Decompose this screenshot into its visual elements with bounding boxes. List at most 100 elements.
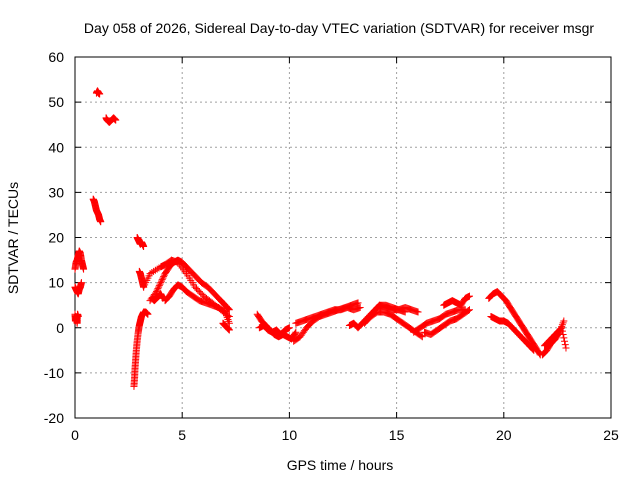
data-point bbox=[151, 289, 159, 297]
data-point bbox=[156, 280, 164, 288]
x-tick-label: 20 bbox=[496, 427, 512, 443]
data-point bbox=[155, 283, 163, 291]
data-point bbox=[148, 268, 156, 276]
data-point bbox=[559, 331, 567, 339]
data-point bbox=[561, 337, 569, 345]
series-arc-early-high bbox=[71, 247, 88, 273]
data-point bbox=[144, 310, 152, 318]
data-point bbox=[153, 265, 161, 273]
x-tick-label: 15 bbox=[389, 427, 405, 443]
series-arc-drop bbox=[130, 308, 152, 390]
data-point bbox=[197, 289, 205, 297]
y-axis-ticks: -20 -10 0 10 20 30 40 50 60 bbox=[44, 49, 611, 426]
x-axis-label: GPS time / hours bbox=[287, 457, 394, 473]
data-point bbox=[191, 283, 199, 291]
data-point bbox=[285, 324, 293, 332]
y-tick-label: 50 bbox=[48, 94, 64, 110]
y-axis-label: SDTVAR / TECUs bbox=[5, 182, 21, 294]
data-point bbox=[74, 312, 82, 320]
data-point bbox=[152, 288, 160, 296]
data-point bbox=[157, 277, 165, 285]
data-point bbox=[146, 270, 154, 278]
data-point bbox=[465, 292, 473, 300]
y-tick-label: 30 bbox=[48, 184, 64, 200]
y-tick-label: 40 bbox=[48, 139, 64, 155]
data-point bbox=[154, 285, 162, 293]
data-point bbox=[225, 326, 233, 334]
series-arc-early-low bbox=[71, 310, 82, 327]
data-point bbox=[562, 344, 570, 352]
data-point bbox=[291, 329, 299, 337]
series-arc-hump-tail bbox=[219, 319, 233, 334]
data-point bbox=[158, 276, 166, 284]
series-arc-22-23-b bbox=[541, 324, 570, 352]
series-arc-11-13-b bbox=[292, 303, 364, 327]
data-point bbox=[97, 218, 105, 226]
data-point bbox=[224, 304, 232, 312]
series-arc-16-18-b bbox=[420, 306, 473, 339]
data-point bbox=[418, 333, 426, 341]
series-arc-9-11-b bbox=[255, 321, 293, 339]
data-point bbox=[225, 305, 233, 313]
y-tick-label: 20 bbox=[48, 230, 64, 246]
data-point bbox=[155, 282, 163, 290]
data-point bbox=[192, 285, 200, 293]
series-arc-early-mid bbox=[71, 279, 85, 298]
data-point bbox=[558, 324, 566, 332]
data-point bbox=[150, 267, 158, 275]
data-point bbox=[417, 332, 425, 340]
data-point bbox=[528, 345, 536, 353]
series-arc-19 bbox=[133, 234, 148, 251]
data-point bbox=[356, 303, 364, 311]
series-arc-14-16 bbox=[375, 301, 422, 316]
data-point bbox=[194, 286, 202, 294]
series-arc-52 bbox=[92, 87, 104, 98]
series-arc-19-22-b bbox=[487, 312, 538, 354]
data-point bbox=[465, 306, 473, 314]
data-point bbox=[159, 274, 167, 282]
data-point bbox=[195, 288, 203, 296]
data-point bbox=[159, 294, 167, 302]
series-arc-hump-cluster bbox=[148, 290, 167, 305]
data-point bbox=[558, 327, 566, 335]
data-point bbox=[112, 116, 120, 124]
data-point bbox=[151, 266, 159, 274]
y-tick-label: -20 bbox=[44, 410, 64, 426]
y-tick-label: -10 bbox=[44, 365, 64, 381]
y-tick-label: 10 bbox=[48, 275, 64, 291]
data-point bbox=[77, 279, 85, 287]
data-point bbox=[140, 243, 148, 251]
data-points bbox=[71, 87, 570, 390]
x-axis-ticks: 0 5 10 15 20 25 bbox=[71, 57, 619, 443]
series-arc-28 bbox=[89, 195, 105, 226]
y-tick-label: 0 bbox=[56, 320, 64, 336]
x-tick-label: 25 bbox=[603, 427, 619, 443]
series-arc-19-22 bbox=[485, 288, 544, 359]
data-point bbox=[153, 286, 161, 294]
data-point bbox=[96, 90, 104, 98]
x-tick-label: 5 bbox=[178, 427, 186, 443]
data-point bbox=[464, 306, 472, 314]
x-tick-label: 10 bbox=[282, 427, 298, 443]
series-arc-hump-band bbox=[161, 281, 233, 327]
series-arc-46 bbox=[102, 114, 120, 126]
y-tick-label: 60 bbox=[48, 49, 64, 65]
data-point bbox=[225, 306, 233, 314]
data-point bbox=[225, 319, 233, 327]
data-point bbox=[414, 308, 422, 316]
data-point bbox=[529, 346, 537, 354]
x-tick-label: 0 bbox=[71, 427, 79, 443]
data-point bbox=[561, 341, 569, 349]
grid-lines bbox=[75, 57, 611, 418]
data-point bbox=[292, 328, 300, 336]
data-point bbox=[560, 334, 568, 342]
data-point bbox=[80, 265, 88, 273]
series-arc-16-18-c bbox=[440, 292, 473, 309]
data-point bbox=[157, 279, 165, 287]
chart-title: Day 058 of 2026, Sidereal Day-to-day VTE… bbox=[84, 20, 594, 36]
data-point bbox=[160, 273, 168, 281]
data-point bbox=[560, 317, 568, 325]
series-arc-13-15 bbox=[345, 301, 409, 332]
